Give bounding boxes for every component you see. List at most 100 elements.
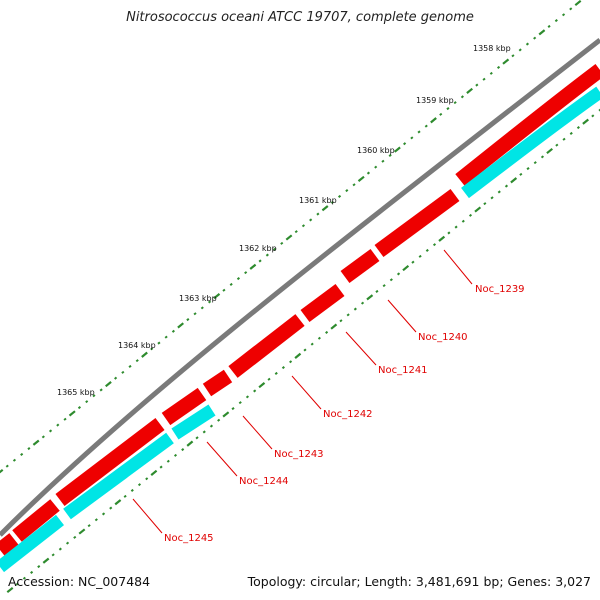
major-tick [285, 234, 293, 241]
minor-tick [58, 547, 62, 551]
gene-segment-forward [55, 418, 165, 506]
scale-tick-label: 1361 kbp [299, 196, 337, 205]
minor-tick [274, 371, 278, 375]
scale-tick-label: 1362 kbp [239, 244, 277, 253]
minor-tick [238, 401, 242, 405]
minor-tick [424, 124, 428, 128]
minor-tick [92, 394, 96, 398]
minor-tick [94, 518, 98, 522]
minor-tick [5, 464, 9, 468]
minor-tick [77, 406, 82, 410]
minor-tick [525, 42, 530, 46]
minor-tick [121, 370, 125, 374]
minor-tick [101, 512, 106, 516]
minor-tick [309, 218, 313, 222]
gene-segment-forward [300, 283, 345, 323]
minor-tick [186, 318, 190, 322]
callout-line [206, 441, 238, 477]
minor-tick [164, 335, 168, 339]
minor-tick [130, 488, 134, 492]
minor-tick [294, 230, 298, 234]
minor-tick [454, 225, 458, 229]
major-tick [0, 468, 4, 474]
major-tick [438, 235, 446, 242]
minor-tick [114, 376, 118, 380]
minor-tick [135, 359, 139, 363]
minor-tick [301, 224, 306, 228]
callout-line [387, 299, 417, 333]
major-tick [68, 410, 76, 417]
major-tick [213, 293, 221, 300]
minor-tick [65, 541, 70, 545]
gene-label: Noc_1243 [274, 449, 324, 460]
major-tick [574, 0, 582, 7]
major-tick [222, 411, 230, 418]
minor-tick [15, 582, 19, 586]
gene-segment-forward [374, 188, 460, 258]
major-tick [357, 175, 365, 182]
callout-line [443, 249, 473, 285]
minor-tick [145, 477, 149, 481]
minor-tick [533, 36, 537, 40]
gene-segment-reverse [461, 86, 600, 199]
minor-tick [229, 282, 233, 286]
minor-tick [591, 114, 595, 118]
minor-tick [576, 126, 580, 130]
minor-tick [547, 24, 551, 28]
minor-tick [339, 319, 343, 323]
minor-tick [123, 494, 127, 498]
minor-tick [447, 231, 451, 235]
minor-tick [253, 389, 257, 393]
minor-tick [12, 458, 17, 462]
minor-tick [222, 288, 226, 292]
gene-segment-reverse [171, 404, 216, 440]
major-tick [474, 206, 482, 213]
major-tick [42, 557, 50, 564]
gene-segment-forward [340, 248, 380, 284]
minor-tick [157, 341, 161, 345]
scale-tick-label: 1364 kbp [118, 341, 156, 350]
minor-tick [181, 448, 185, 452]
gene-segment-reverse [0, 514, 65, 573]
minor-tick [453, 101, 457, 105]
minor-tick [281, 366, 285, 370]
gene-segment-forward [12, 499, 60, 542]
minor-tick [22, 576, 26, 580]
minor-tick [366, 171, 371, 175]
minor-tick [460, 95, 464, 99]
gene-segment-reverse [63, 432, 174, 520]
scale-tick-label: 1365 kbp [57, 388, 95, 397]
minor-tick [569, 131, 573, 135]
minor-tick [166, 459, 170, 463]
scale-labels: 1358 kbp 1359 kbp 1360 kbp 1361 kbp 1362… [57, 44, 511, 397]
minor-tick [410, 136, 414, 140]
minor-tick [468, 213, 473, 217]
major-tick [249, 263, 257, 270]
genome-summary: Topology: circular; Length: 3,481,691 bp… [247, 574, 591, 589]
minor-tick [374, 165, 378, 169]
minor-tick [27, 447, 31, 451]
minor-tick [562, 137, 566, 141]
major-tick [186, 440, 194, 447]
minor-tick [30, 570, 34, 574]
minor-tick [411, 260, 415, 264]
minor-tick [360, 301, 365, 305]
minor-tick [330, 200, 334, 204]
minor-tick [325, 330, 329, 334]
minor-tick [432, 243, 437, 247]
minor-tick [490, 196, 494, 200]
minor-tick [555, 143, 559, 147]
major-tick [502, 58, 510, 65]
minor-tick [375, 289, 379, 293]
callout-line [132, 498, 163, 534]
major-tick [538, 29, 546, 36]
minor-tick [561, 13, 566, 17]
minor-tick [245, 395, 250, 399]
major-tick [321, 205, 329, 212]
minor-tick [56, 423, 60, 427]
minor-tick [207, 300, 212, 304]
minor-tick [51, 553, 55, 557]
minor-tick [461, 219, 465, 223]
reverse-strand-genes [0, 86, 600, 573]
major-tick [366, 294, 374, 301]
